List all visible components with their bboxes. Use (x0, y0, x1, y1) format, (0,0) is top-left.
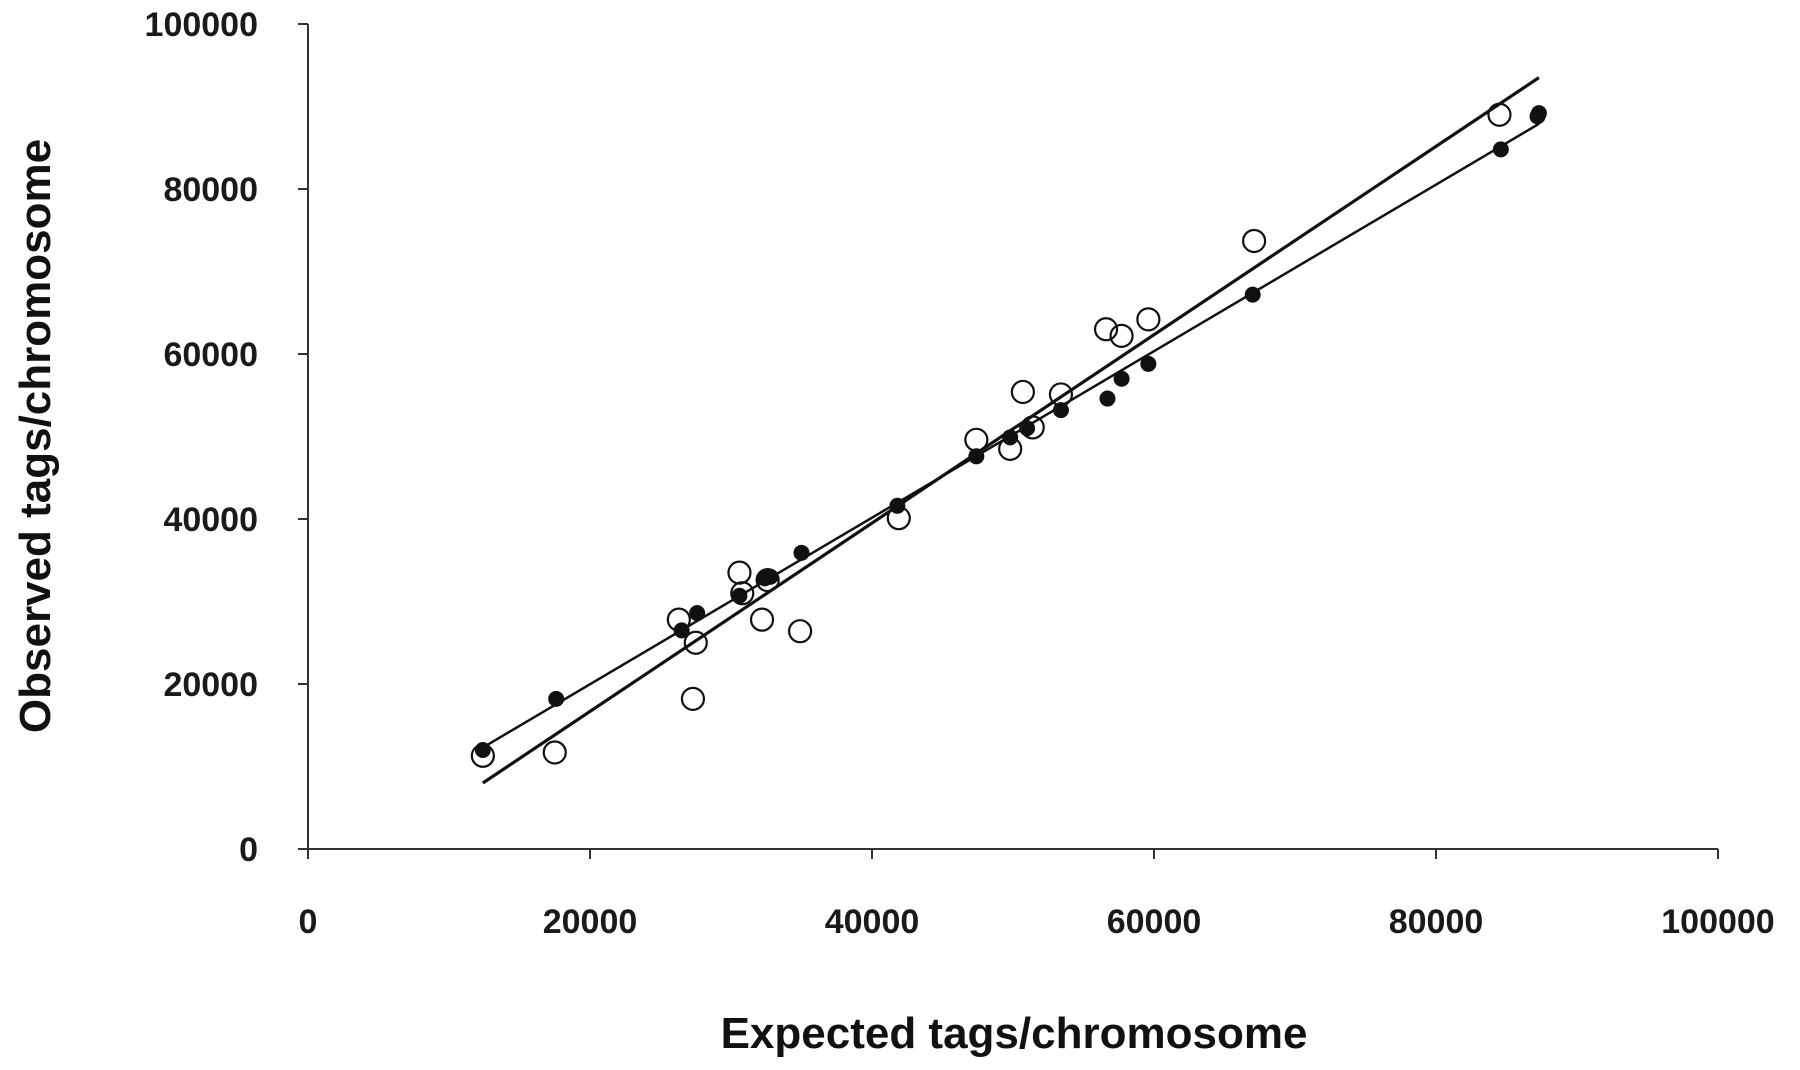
filled-point (793, 544, 810, 561)
open-point (1487, 102, 1512, 127)
x-tick-label: 0 (299, 903, 318, 941)
filled-point (1530, 105, 1547, 122)
y-tick-label: 40000 (163, 501, 258, 539)
open-point (1048, 382, 1074, 407)
x-axis-title: Expected tags/chromosome (721, 1009, 1308, 1058)
open-point (1136, 307, 1161, 332)
open-point (1020, 415, 1045, 440)
open-point (680, 686, 706, 711)
filled-point (548, 690, 565, 707)
open-point (730, 581, 755, 606)
filled-point (762, 568, 779, 585)
filled-point (1140, 355, 1157, 372)
y-axis-title: Observed tags/chromosome (11, 139, 60, 733)
y-tick-label: 20000 (163, 666, 258, 704)
open-point (886, 506, 911, 531)
x-tick-label: 20000 (543, 903, 638, 941)
filled-point (968, 448, 985, 465)
filled-point (689, 605, 706, 622)
open-point (470, 743, 495, 768)
open-point (1093, 317, 1119, 342)
filled-point (1244, 286, 1261, 303)
x-tick-label: 40000 (825, 903, 920, 941)
filled-point (1492, 141, 1509, 158)
x-tick-label: 100000 (1661, 903, 1774, 941)
filled-point (1052, 402, 1069, 419)
open-point (964, 427, 989, 452)
open-point (1010, 379, 1035, 405)
filled-point (1113, 370, 1130, 387)
open-point (666, 607, 691, 632)
filled-point (889, 497, 906, 514)
open-point (755, 567, 780, 593)
data-points (470, 102, 1547, 768)
open-point (749, 607, 775, 632)
open-point (787, 619, 813, 644)
open-point (1109, 323, 1134, 348)
y-tick-label: 80000 (163, 171, 258, 209)
open-point (998, 436, 1023, 461)
open-point (542, 740, 567, 765)
open-point (727, 560, 752, 585)
axes (298, 23, 1719, 859)
y-tick-label: 60000 (163, 336, 258, 374)
x-tick-label: 60000 (1107, 903, 1202, 941)
y-tick-label: 0 (239, 831, 258, 869)
open-point (1242, 228, 1267, 254)
x-tick-label: 80000 (1389, 903, 1484, 941)
filled-point (731, 587, 748, 604)
y-tick-label: 100000 (145, 6, 258, 44)
open-point (683, 630, 708, 655)
tick-labels: 0 20000 40000 60000 80000 100000 0 20000 40000 60… (145, 6, 1775, 941)
filled-point (1099, 390, 1116, 407)
